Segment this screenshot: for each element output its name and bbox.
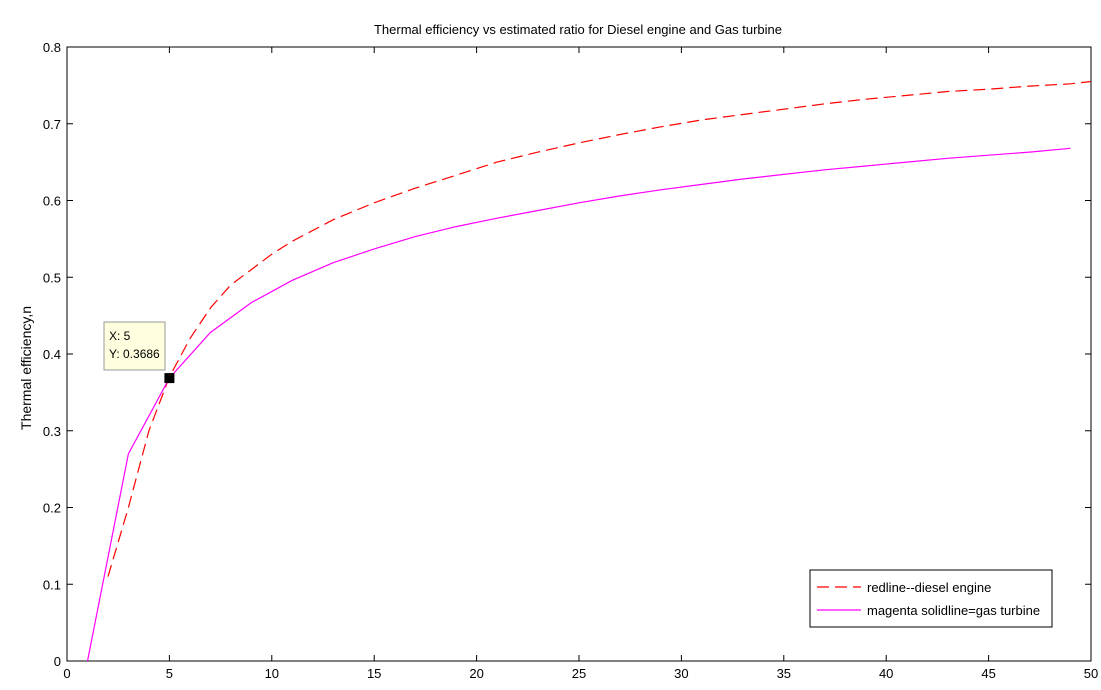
series-line-diesel-engine: [107, 80, 1092, 577]
y-tick-label: 0.3: [43, 424, 61, 439]
x-tick-label: 20: [469, 666, 483, 681]
legend-entry-label: magenta solidline=gas turbine: [867, 603, 1040, 618]
x-tick-label: 40: [879, 666, 893, 681]
datatip-y-label: Y: 0.3686: [109, 347, 160, 361]
x-tick-label: 0: [63, 666, 70, 681]
datatip-x-label: X: 5: [109, 329, 131, 343]
x-tick-label: 10: [265, 666, 279, 681]
chart-title: Thermal efficiency vs estimated ratio fo…: [374, 22, 782, 37]
legend-box: [809, 569, 1053, 628]
x-tick-label: 5: [166, 666, 173, 681]
legend-entry-label: redline--diesel engine: [867, 580, 991, 595]
y-axis-label: Thermal efficiency,n: [18, 306, 34, 430]
y-tick-label: 0.8: [43, 40, 61, 55]
y-tick-label: 0.1: [43, 577, 61, 592]
datatip-marker: [164, 373, 175, 384]
x-tick-label: 35: [777, 666, 791, 681]
y-tick-label: 0.5: [43, 270, 61, 285]
x-tick-label: 30: [674, 666, 688, 681]
plot-area: [66, 46, 1092, 662]
y-tick-label: 0.4: [43, 347, 61, 362]
x-tick-label: 15: [367, 666, 381, 681]
y-tick-label: 0.7: [43, 117, 61, 132]
datatip-box: [103, 321, 166, 371]
x-tick-label: 25: [572, 666, 586, 681]
y-tick-label: 0.2: [43, 501, 61, 516]
x-tick-label: 50: [1084, 666, 1098, 681]
y-tick-label: 0: [54, 654, 61, 669]
x-tick-label: 45: [981, 666, 995, 681]
y-tick-label: 0.6: [43, 194, 61, 209]
series-line-gas-turbine: [86, 147, 1071, 662]
